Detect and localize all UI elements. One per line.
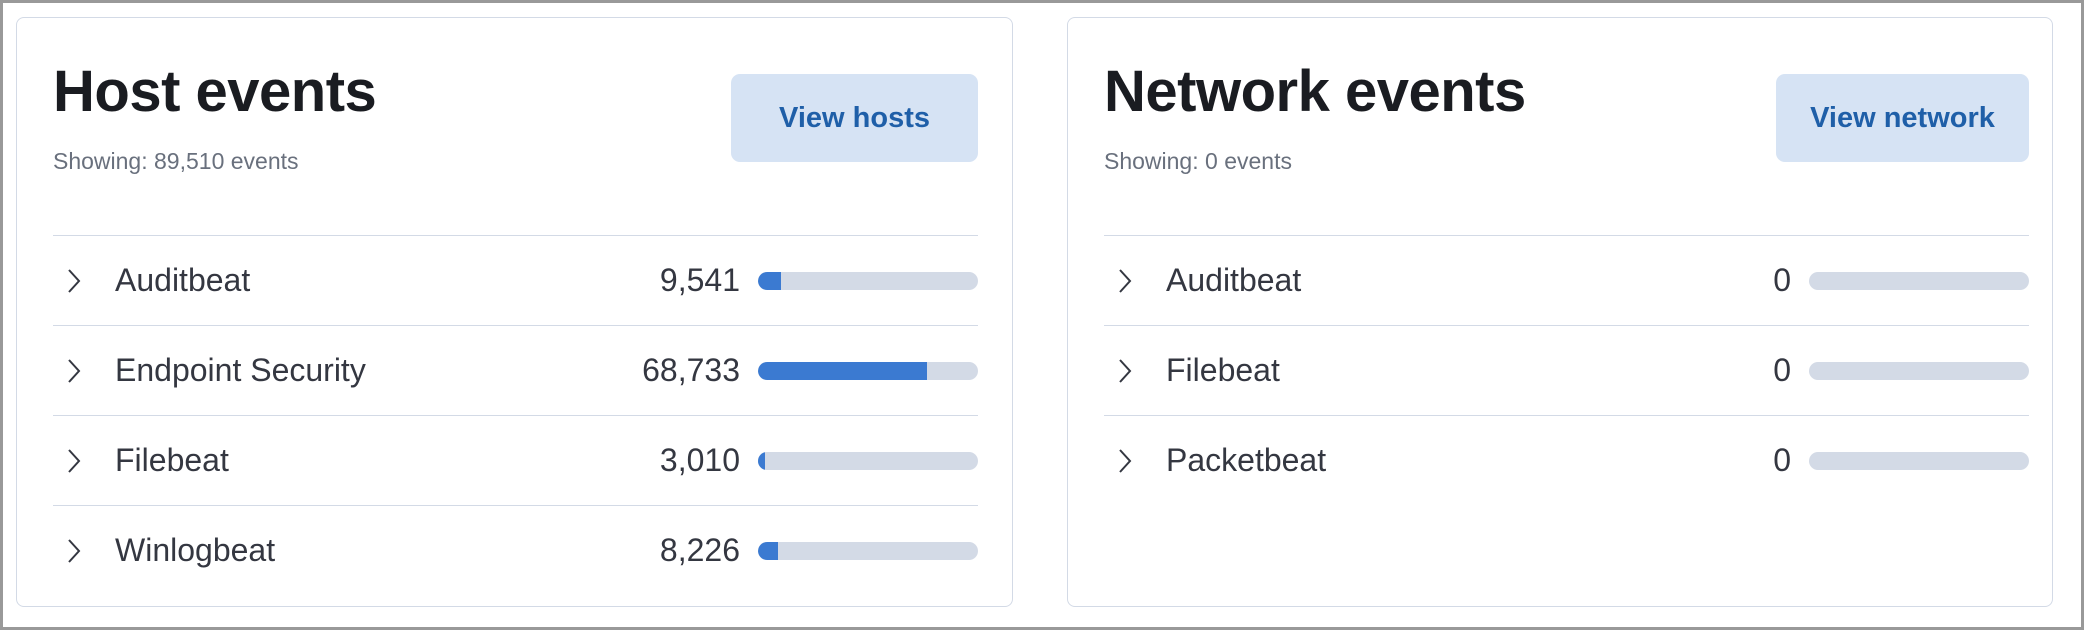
event-source-row[interactable]: Endpoint Security 68,733 [53,325,978,415]
host-events-list: Auditbeat 9,541 Endpoint Security 68,733 Fil… [53,235,978,595]
event-source-row[interactable]: Auditbeat 9,541 [53,235,978,325]
progress-bar [1809,271,2029,290]
progress-fill [758,541,779,560]
chevron-right-icon[interactable] [67,268,87,294]
source-count: 0 [1773,442,1791,478]
event-source-row[interactable]: Auditbeat 0 [1104,235,2029,325]
progress-bar [1809,451,2029,470]
events-count: Showing: 0 events [1104,148,1292,174]
panel-title: Network events [1104,59,1526,124]
progress-bar [1809,361,2029,380]
source-label: Winlogbeat [115,532,276,568]
source-count: 8,226 [659,532,740,568]
source-label: Auditbeat [1166,262,1302,298]
network-events-panel: Network events Showing: 0 events View ne… [1067,17,2053,607]
progress-bar [758,541,978,560]
event-source-row[interactable]: Winlogbeat 8,226 [53,505,978,595]
host-events-panel: Host events Showing: 89,510 events View … [16,17,1013,607]
source-label: Auditbeat [115,262,251,298]
source-label: Endpoint Security [115,352,366,388]
panel-title: Host events [53,59,377,124]
chevron-right-icon[interactable] [1118,448,1138,474]
progress-fill [758,361,927,380]
chevron-right-icon[interactable] [67,448,87,474]
source-count: 68,733 [642,352,740,388]
progress-bar [758,271,978,290]
event-source-row[interactable]: Packetbeat 0 [1104,415,2029,505]
source-label: Packetbeat [1166,442,1327,478]
source-label: Filebeat [115,442,229,478]
source-count: 0 [1773,262,1791,298]
chevron-right-icon[interactable] [1118,268,1138,294]
progress-bar [758,451,978,470]
event-source-row[interactable]: Filebeat 0 [1104,325,2029,415]
chevron-right-icon[interactable] [67,538,87,564]
chevron-right-icon[interactable] [1118,358,1138,384]
progress-bar [758,361,978,380]
view-network-button[interactable]: View network [1776,74,2029,162]
progress-fill [758,451,766,470]
source-count: 3,010 [659,442,740,478]
view-hosts-button[interactable]: View hosts [731,74,978,162]
network-events-list: Auditbeat 0 Filebeat 0 Packetbeat 0 [1104,235,2029,505]
events-count: Showing: 89,510 events [53,148,299,174]
chevron-right-icon[interactable] [67,358,87,384]
source-label: Filebeat [1166,352,1280,388]
progress-fill [758,271,782,290]
source-count: 9,541 [659,262,740,298]
source-count: 0 [1773,352,1791,388]
event-source-row[interactable]: Filebeat 3,010 [53,415,978,505]
